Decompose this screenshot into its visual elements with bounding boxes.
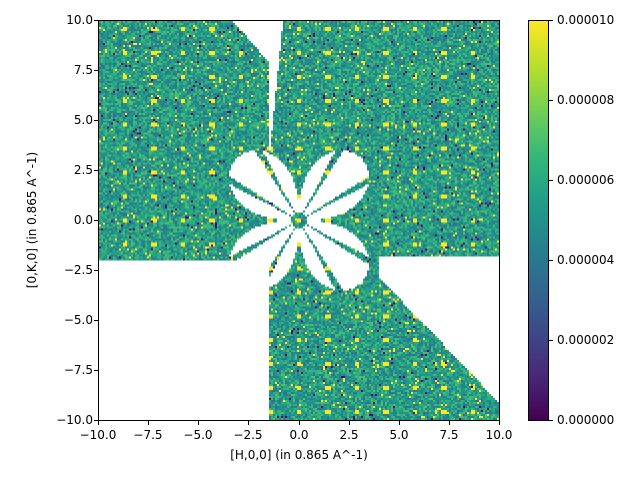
y-tick xyxy=(94,370,98,371)
x-tick xyxy=(248,421,249,425)
x-tick xyxy=(299,421,300,425)
colorbar xyxy=(528,20,549,421)
heatmap-image xyxy=(99,21,499,420)
x-tick-label: −5.0 xyxy=(183,428,213,442)
colorbar-tick-label: 0.000010 xyxy=(557,13,615,27)
y-tick-label: −2.5 xyxy=(63,263,93,277)
x-tick xyxy=(98,421,99,425)
y-tick xyxy=(94,70,98,71)
y-tick xyxy=(94,320,98,321)
colorbar-tick-label: 0.000006 xyxy=(557,173,615,187)
colorbar-tick xyxy=(549,100,553,101)
y-axis-label: [0,K,0] (in 0.865 A^-1) xyxy=(25,151,39,289)
x-tick-label: 5.0 xyxy=(389,428,409,442)
y-tick-label: −10.0 xyxy=(56,413,93,427)
colorbar-tick-label: 0.000008 xyxy=(557,93,615,107)
x-tick-label: −2.5 xyxy=(233,428,263,442)
x-tick xyxy=(499,421,500,425)
x-tick xyxy=(349,421,350,425)
y-tick-label: 5.0 xyxy=(73,113,93,127)
colorbar-tick xyxy=(549,180,553,181)
x-tick-label: 0.0 xyxy=(289,428,309,442)
x-axis-label: [H,0,0] (in 0.865 A^-1) xyxy=(230,448,368,462)
y-tick xyxy=(94,20,98,21)
x-tick xyxy=(148,421,149,425)
y-tick-label: 0.0 xyxy=(73,213,93,227)
y-tick-label: −7.5 xyxy=(63,363,93,377)
colorbar-tick xyxy=(549,340,553,341)
y-tick-label: −5.0 xyxy=(63,313,93,327)
y-tick xyxy=(94,420,98,421)
y-tick xyxy=(94,270,98,271)
x-tick xyxy=(449,421,450,425)
colorbar-tick xyxy=(549,260,553,261)
colorbar-tick-label: 0.000004 xyxy=(557,253,615,267)
y-tick xyxy=(94,170,98,171)
colorbar-tick-label: 0.000000 xyxy=(557,413,615,427)
x-tick xyxy=(198,421,199,425)
x-tick-label: 10.0 xyxy=(485,428,513,442)
colorbar-tick xyxy=(549,20,553,21)
y-tick xyxy=(94,120,98,121)
colorbar-tick-label: 0.000002 xyxy=(557,333,615,347)
y-tick-label: 2.5 xyxy=(73,163,93,177)
y-tick-label: 10.0 xyxy=(66,13,93,27)
y-tick xyxy=(94,220,98,221)
colorbar-tick xyxy=(549,420,553,421)
x-tick xyxy=(399,421,400,425)
x-tick-label: −10.0 xyxy=(79,428,117,442)
plot-area xyxy=(98,20,500,421)
x-tick-label: 2.5 xyxy=(339,428,359,442)
x-tick-label: −7.5 xyxy=(133,428,163,442)
y-tick-label: 7.5 xyxy=(73,63,93,77)
x-tick-label: 7.5 xyxy=(439,428,459,442)
